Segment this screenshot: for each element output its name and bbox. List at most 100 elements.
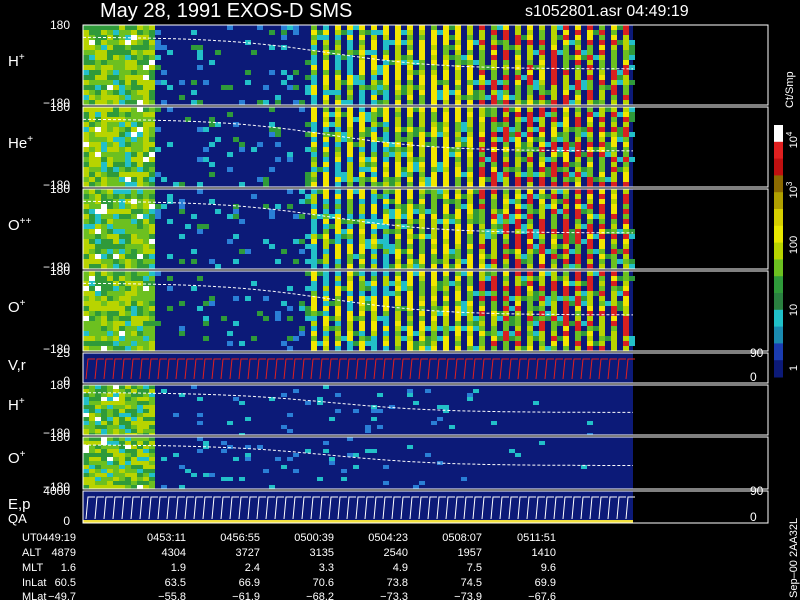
spectrogram-cell	[335, 122, 341, 127]
spectrogram-cell	[383, 162, 389, 167]
spectrogram-cell	[89, 40, 95, 45]
spectrogram-cell	[521, 147, 527, 152]
spectrogram-cell	[515, 172, 521, 177]
spectrogram-cell	[149, 194, 155, 199]
spectrogram-cell	[407, 182, 413, 187]
spectrogram-cell	[383, 331, 389, 336]
spectrogram-cell	[89, 90, 95, 95]
spectrogram-cell	[197, 397, 203, 401]
spectrogram-cell	[527, 259, 533, 264]
spectrogram-cell	[563, 25, 569, 30]
spectrogram-cell	[311, 152, 317, 157]
spectrogram-cell	[125, 485, 131, 489]
spectrogram-cell	[395, 95, 401, 100]
spectrogram-cell	[311, 209, 317, 214]
spectrogram-cell	[161, 389, 167, 393]
spectrogram-cell	[413, 127, 419, 132]
spectrogram-cell	[119, 311, 125, 316]
spectrogram-cell	[89, 281, 95, 286]
spectrogram-cell	[515, 100, 521, 105]
spectrogram-cell	[323, 281, 329, 286]
spectrogram-cell	[359, 229, 365, 234]
spectrogram-cell	[431, 152, 437, 157]
spectrogram-cell	[515, 296, 521, 301]
spectrogram-cell	[491, 219, 497, 224]
spectrogram-cell	[89, 259, 95, 264]
colorbar-tick-base: 1	[788, 365, 800, 371]
spectrogram-cell	[623, 152, 629, 157]
axis-top-label: 25	[57, 346, 71, 360]
spectrogram-cell	[557, 25, 563, 30]
spectrogram-cell	[401, 209, 407, 214]
spectrogram-cell	[419, 346, 425, 351]
spectrogram-cell	[125, 204, 131, 209]
spectrogram-cell	[101, 417, 107, 421]
spectrogram-cell	[611, 194, 617, 199]
spectrogram-cell	[347, 264, 353, 269]
spectrogram-cell	[563, 112, 569, 117]
axis-bottom-label: −180	[43, 178, 70, 192]
spectrogram-cell	[599, 286, 605, 291]
spectrogram-cell	[341, 137, 347, 142]
spectrogram-cell	[575, 45, 581, 50]
spectrogram-cell	[419, 112, 425, 117]
spectrogram-cell	[233, 122, 239, 127]
spectrogram-cell	[623, 259, 629, 264]
spectrogram-cell	[611, 117, 617, 122]
spectrogram-cell	[341, 229, 347, 234]
spectrogram-cell	[95, 276, 101, 281]
spectrogram-cell	[563, 291, 569, 296]
spectrogram-cell	[419, 107, 425, 112]
spectrogram-cell	[383, 286, 389, 291]
spectrogram-cell	[509, 296, 515, 301]
spectrogram-cell	[575, 90, 581, 95]
spectrogram-cell	[323, 316, 329, 321]
panel-frame	[82, 106, 769, 188]
spectrogram-cell	[515, 224, 521, 229]
spectrogram-cell	[245, 249, 251, 254]
spectrogram-cell	[455, 259, 461, 264]
spectrogram-cell	[491, 60, 497, 65]
spectrogram-cell	[515, 249, 521, 254]
spectrogram-cell	[233, 457, 239, 461]
spectrogram-cell	[491, 177, 497, 182]
spectrogram-cell	[557, 167, 563, 172]
spectrogram-cell	[623, 189, 629, 194]
spectrogram-cell	[413, 346, 419, 351]
spectrogram-cell	[623, 311, 629, 316]
spectrogram-cell	[113, 182, 119, 187]
spectrogram-cell	[551, 142, 557, 147]
spectrogram-cell	[149, 107, 155, 112]
spectrogram-cell	[515, 276, 521, 281]
spectrogram-cell	[119, 132, 125, 137]
spectrogram-cell	[611, 259, 617, 264]
spectrogram-cell	[125, 107, 131, 112]
spectrogram-cell	[611, 321, 617, 326]
spectrogram-cell	[335, 264, 341, 269]
spectrogram-cell	[113, 122, 119, 127]
spectrogram-cell	[419, 194, 425, 199]
spectrogram-cell	[311, 60, 317, 65]
spectrogram-cell	[539, 291, 545, 296]
spectrogram-cell	[515, 336, 521, 341]
spectrogram-cell	[563, 194, 569, 199]
spectrogram-cell	[179, 301, 185, 306]
spectrogram-cell	[113, 336, 119, 341]
spectrogram-cell	[413, 60, 419, 65]
spectrogram-cell	[113, 264, 119, 269]
spectrogram-cell	[599, 70, 605, 75]
spectrogram-cell	[611, 331, 617, 336]
colorbar-tick-base: 10	[788, 186, 800, 198]
spectrogram-cell	[611, 244, 617, 249]
spectrogram-cell	[335, 90, 341, 95]
spectrogram-cell	[419, 65, 425, 70]
spectrogram-cell	[521, 296, 527, 301]
spectrogram-cell	[515, 244, 521, 249]
spectrogram-cell	[455, 301, 461, 306]
spectrogram-cell	[371, 157, 377, 162]
spectrogram-cell	[431, 177, 437, 182]
spectrogram-cell	[563, 60, 569, 65]
spectrogram-cell	[125, 132, 131, 137]
spectrogram-cell	[143, 209, 149, 214]
spectrogram-cell	[407, 100, 413, 105]
